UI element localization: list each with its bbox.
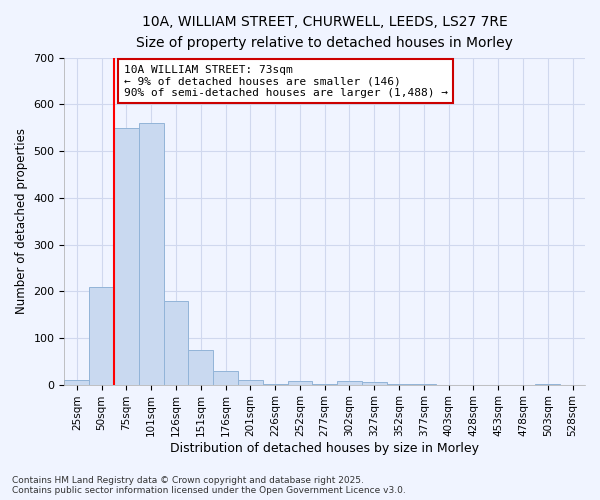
X-axis label: Distribution of detached houses by size in Morley: Distribution of detached houses by size …: [170, 442, 479, 455]
Bar: [238, 380, 263, 384]
Bar: [89, 286, 114, 384]
Y-axis label: Number of detached properties: Number of detached properties: [15, 128, 28, 314]
Title: 10A, WILLIAM STREET, CHURWELL, LEEDS, LS27 7RE
Size of property relative to deta: 10A, WILLIAM STREET, CHURWELL, LEEDS, LS…: [136, 15, 513, 50]
Bar: [213, 370, 238, 384]
Bar: [64, 380, 89, 384]
Bar: [287, 381, 313, 384]
Bar: [188, 350, 213, 384]
Bar: [337, 381, 362, 384]
Text: Contains HM Land Registry data © Crown copyright and database right 2025.
Contai: Contains HM Land Registry data © Crown c…: [12, 476, 406, 495]
Bar: [114, 128, 139, 384]
Bar: [362, 382, 386, 384]
Bar: [139, 123, 164, 384]
Text: 10A WILLIAM STREET: 73sqm
← 9% of detached houses are smaller (146)
90% of semi-: 10A WILLIAM STREET: 73sqm ← 9% of detach…: [124, 64, 448, 98]
Bar: [164, 300, 188, 384]
